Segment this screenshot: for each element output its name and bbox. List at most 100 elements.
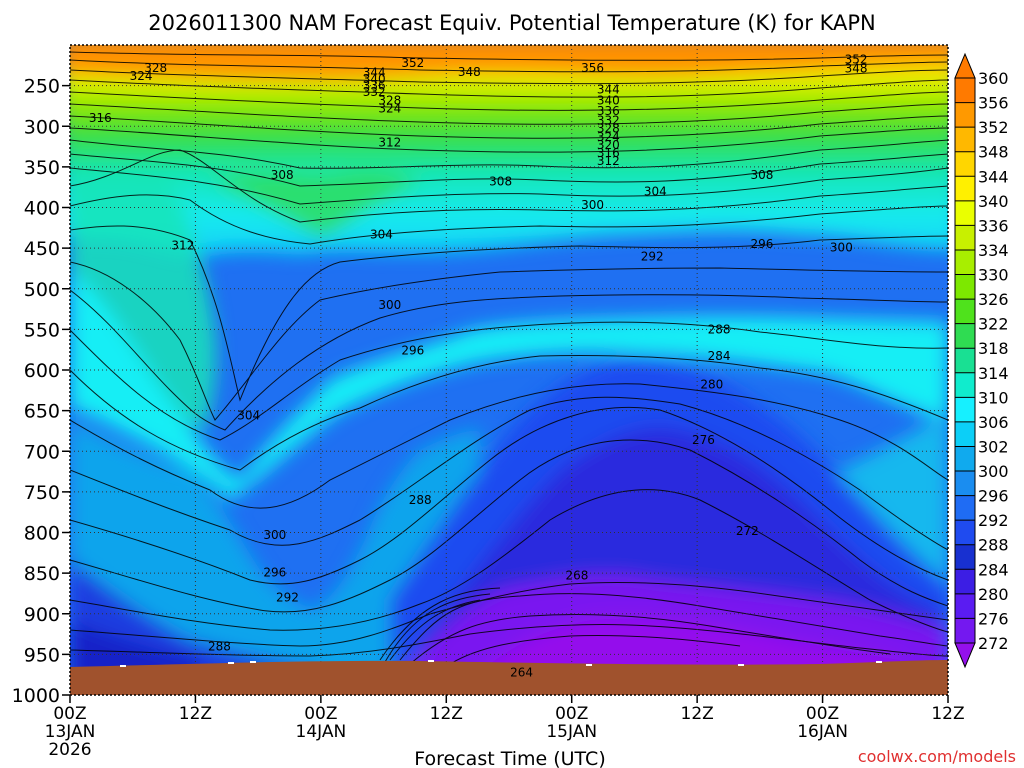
- contour-label: 344: [597, 83, 620, 97]
- x-tick-label: 16JAN: [797, 722, 848, 742]
- colorbar-segment: [955, 323, 975, 349]
- y-tick-label: 450: [24, 238, 60, 260]
- y-tick-label: 1000: [12, 685, 60, 707]
- x-tick-label: 14JAN: [296, 722, 347, 742]
- contour-label: 312: [378, 136, 401, 150]
- contour-label: 308: [271, 168, 294, 182]
- contour-label: 308: [750, 168, 773, 182]
- colorbar-label: 300: [978, 462, 1009, 481]
- contour-label: 340: [363, 72, 386, 86]
- contour-label: 348: [458, 65, 481, 79]
- colorbar-label: 336: [978, 216, 1009, 235]
- contour-label: 276: [692, 433, 715, 447]
- colorbar-label: 344: [978, 167, 1009, 186]
- colorbar-segment: [955, 495, 975, 521]
- contour-label: 336: [363, 79, 386, 93]
- terrain: [70, 660, 948, 695]
- credit-link[interactable]: coolwx.com/models: [858, 747, 1016, 766]
- y-tick-label: 950: [24, 644, 60, 666]
- colorbar-segment: [955, 372, 975, 398]
- contour-label: 300: [581, 198, 604, 212]
- contour-label: 268: [565, 569, 588, 583]
- colorbar-label: 292: [978, 511, 1009, 530]
- contour-label: 304: [644, 184, 667, 198]
- contour-label: 312: [171, 239, 194, 253]
- colorbar-segment: [955, 200, 975, 226]
- contour-label: 324: [378, 101, 401, 115]
- colorbar-label: 360: [978, 69, 1009, 88]
- contour-label: 328: [378, 93, 401, 107]
- y-tick-label: 550: [24, 319, 60, 341]
- colorbar-segment: [955, 176, 975, 202]
- contour-label: 336: [597, 104, 620, 118]
- colorbar-segment: [955, 102, 975, 128]
- contour-label: 344: [363, 66, 386, 80]
- colorbar-segment: [955, 151, 975, 177]
- contour-label: 284: [708, 349, 731, 363]
- colorbar-segment: [955, 397, 975, 423]
- y-tick-label: 400: [24, 198, 60, 220]
- colorbar-label: 322: [978, 315, 1009, 334]
- y-tick-label: 250: [24, 76, 60, 98]
- y-tick-label: 600: [24, 360, 60, 382]
- contour-label: 292: [641, 249, 664, 263]
- contour-label: 356: [581, 61, 604, 75]
- x-tick-label: 12Z: [179, 704, 212, 724]
- contour-label: 288: [409, 493, 432, 507]
- contour-label: 316: [89, 111, 112, 125]
- colorbar-segment: [955, 471, 975, 497]
- colorbar: 360 356 352 348 344 340 336 334 330 326 322 318 314 3…: [954, 52, 1009, 669]
- colorbar-label: 334: [978, 241, 1009, 260]
- chart-title: 2026011300 NAM Forecast Equiv. Potential…: [148, 11, 875, 35]
- colorbar-label: 272: [978, 634, 1009, 653]
- contour-label: 308: [489, 175, 512, 189]
- contour-label: 316: [597, 146, 620, 160]
- contour-label: 332: [363, 85, 386, 99]
- y-tick-label: 300: [24, 116, 60, 138]
- colorbar-label: 326: [978, 290, 1009, 309]
- y-tick-label: 750: [24, 482, 60, 504]
- contour-label: 348: [845, 62, 868, 76]
- contour-label: 312: [597, 154, 620, 168]
- y-tick-label: 900: [24, 604, 60, 626]
- x-tick-label: 15JAN: [546, 722, 597, 742]
- grid: [70, 45, 948, 696]
- x-tick-label: 00Z: [53, 704, 86, 724]
- contour-label: 328: [597, 122, 620, 136]
- colorbar-label: 352: [978, 118, 1009, 137]
- plot-area: [70, 45, 948, 695]
- colorbar-segment: [955, 274, 975, 300]
- terrain-ticks: [120, 660, 882, 667]
- colorbar-bottom-arrow: [954, 642, 976, 669]
- contour-label: 324: [130, 69, 153, 83]
- contour-label: 304: [237, 409, 260, 423]
- y-tick-label: 650: [24, 401, 60, 423]
- colorbar-segment: [955, 446, 975, 472]
- colorbar-segment: [955, 348, 975, 374]
- y-axis: 250 300 350 400 450 500 550 600 650 700 750 800 850 9…: [12, 76, 70, 707]
- contour-label: 352: [401, 56, 424, 70]
- x-tick-label: 00Z: [304, 704, 337, 724]
- contour-label: 328: [144, 61, 167, 75]
- contour-label: 288: [208, 639, 231, 653]
- x-tick-label: 12Z: [931, 704, 964, 724]
- colorbar-segment: [955, 593, 975, 619]
- colorbar-label: 284: [978, 560, 1009, 579]
- colorbar-segment: [955, 225, 975, 251]
- colorbar-label: 348: [978, 143, 1009, 162]
- colorbar-label: 276: [978, 609, 1009, 628]
- colorbar-label: 318: [978, 339, 1009, 358]
- contour-label: 324: [597, 130, 620, 144]
- contour-label: 304: [370, 227, 393, 241]
- y-tick-label: 700: [24, 441, 60, 463]
- colorbar-label: 296: [978, 487, 1009, 506]
- colorbar-segment: [955, 618, 975, 644]
- x-tick-label: 12Z: [681, 704, 714, 724]
- colorbar-label: 314: [978, 364, 1009, 383]
- colorbar-label: 330: [978, 266, 1009, 285]
- x-tick-label: 12Z: [430, 704, 463, 724]
- contour-labels: 352 3563523483483443403363323283243283243…: [89, 53, 868, 680]
- contour-label: 300: [830, 240, 853, 254]
- contour-label: 296: [263, 565, 286, 579]
